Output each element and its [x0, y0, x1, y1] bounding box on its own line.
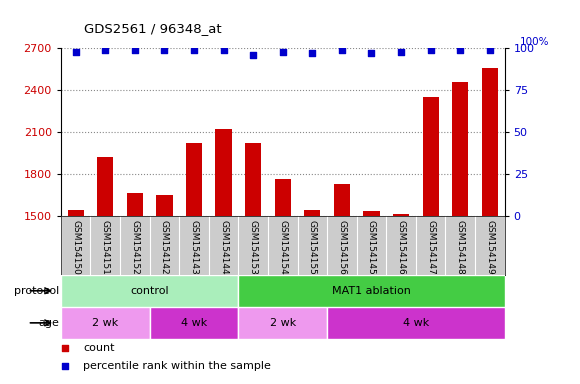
Text: GSM154151: GSM154151	[101, 220, 110, 275]
Bar	[238, 275, 505, 307]
Bar	[334, 184, 350, 384]
Bar	[304, 210, 321, 384]
Text: GSM154142: GSM154142	[160, 220, 169, 275]
Point	[426, 47, 435, 53]
Text: MAT1 ablation: MAT1 ablation	[332, 286, 411, 296]
Text: GSM154146: GSM154146	[397, 220, 405, 275]
Point	[338, 47, 347, 53]
Text: GSM154148: GSM154148	[456, 220, 465, 275]
Text: protocol: protocol	[14, 286, 60, 296]
Bar	[327, 307, 505, 339]
Point	[485, 47, 494, 53]
Bar	[126, 193, 143, 384]
Bar	[393, 214, 409, 384]
Text: GSM154144: GSM154144	[219, 220, 228, 275]
Point	[61, 362, 70, 369]
Bar	[97, 157, 114, 384]
Bar	[186, 143, 202, 384]
Text: GDS2561 / 96348_at: GDS2561 / 96348_at	[84, 22, 222, 35]
Bar	[61, 307, 150, 339]
Text: control: control	[130, 286, 169, 296]
Text: count: count	[83, 343, 115, 353]
Text: 4 wk: 4 wk	[403, 318, 429, 328]
Point	[160, 47, 169, 53]
Point	[61, 345, 70, 351]
Text: GSM154143: GSM154143	[190, 220, 198, 275]
Bar	[61, 275, 238, 307]
Point	[130, 47, 139, 53]
Point	[456, 47, 465, 53]
Bar	[215, 129, 232, 384]
Text: GSM154149: GSM154149	[485, 220, 494, 275]
Text: GSM154155: GSM154155	[308, 220, 317, 275]
Text: 2 wk: 2 wk	[270, 318, 296, 328]
Point	[308, 50, 317, 56]
Bar	[150, 307, 238, 339]
Bar	[363, 212, 380, 384]
Point	[278, 49, 288, 55]
Text: percentile rank within the sample: percentile rank within the sample	[83, 361, 271, 371]
Bar	[422, 97, 439, 384]
Point	[71, 49, 80, 55]
Bar	[245, 143, 262, 384]
Text: GSM154152: GSM154152	[130, 220, 139, 275]
Text: 100%: 100%	[520, 36, 550, 46]
Text: age: age	[39, 318, 60, 328]
Point	[397, 49, 406, 55]
Text: GSM154145: GSM154145	[367, 220, 376, 275]
Text: 4 wk: 4 wk	[181, 318, 207, 328]
Bar	[238, 307, 327, 339]
Bar	[67, 210, 84, 384]
Point	[101, 47, 110, 53]
Text: GSM154156: GSM154156	[338, 220, 346, 275]
Bar	[452, 82, 469, 384]
Point	[219, 47, 229, 53]
Bar	[481, 68, 498, 384]
Bar	[156, 195, 173, 384]
Text: 2 wk: 2 wk	[92, 318, 118, 328]
Text: GSM154154: GSM154154	[278, 220, 287, 275]
Text: GSM154153: GSM154153	[249, 220, 258, 275]
Point	[367, 50, 376, 56]
Text: GSM154150: GSM154150	[71, 220, 80, 275]
Point	[189, 47, 198, 53]
Bar	[274, 179, 291, 384]
Text: GSM154147: GSM154147	[426, 220, 435, 275]
Point	[248, 52, 258, 58]
